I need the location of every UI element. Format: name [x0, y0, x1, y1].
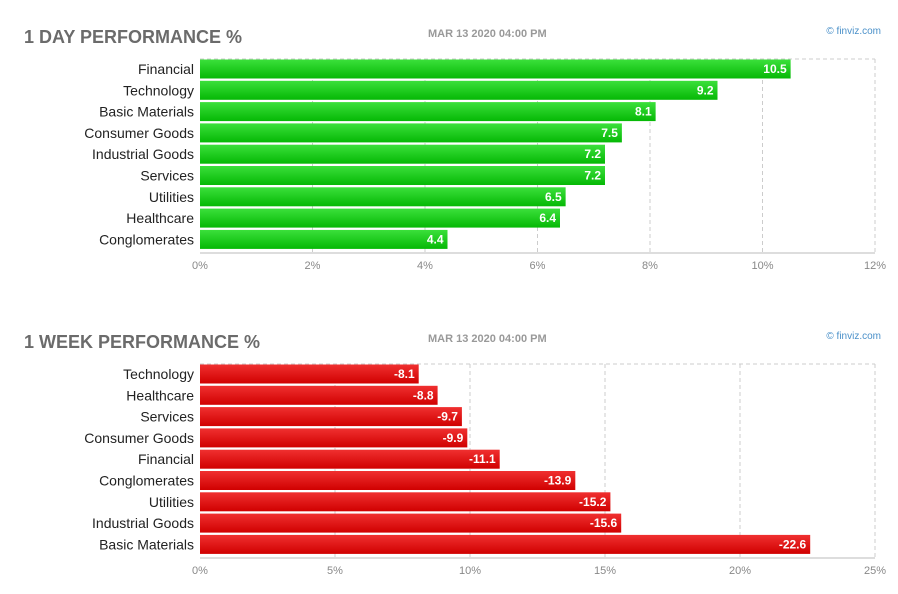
copyright-icon: © finviz.com [826, 331, 881, 342]
x-tick-label: 4% [417, 260, 433, 272]
bar-financial[interactable] [200, 59, 791, 79]
week-chart-title: 1 WEEK PERFORMANCE % [24, 332, 261, 352]
category-label: Technology [123, 82, 194, 98]
x-tick-label: 10% [459, 565, 481, 577]
value-label: -15.6 [590, 516, 618, 530]
bar-utilities[interactable] [200, 187, 566, 207]
category-label: Consumer Goods [84, 125, 194, 141]
day-chart-timestamp: MAR 13 2020 04:00 PM [428, 28, 547, 40]
category-label: Industrial Goods [92, 146, 194, 162]
value-label: -9.7 [437, 410, 458, 424]
x-tick-label: 10% [751, 260, 773, 272]
bar-industrial-goods[interactable] [200, 144, 605, 164]
category-label: Consumer Goods [84, 430, 194, 446]
x-tick-label: 8% [642, 260, 658, 272]
bar-industrial-goods[interactable] [200, 513, 622, 533]
value-label: 6.5 [545, 190, 562, 204]
value-label: -9.9 [443, 431, 464, 445]
bar-consumer-goods[interactable] [200, 123, 622, 143]
value-label: 8.1 [635, 105, 652, 119]
value-label: 4.4 [427, 232, 444, 246]
x-tick-label: 25% [864, 565, 886, 577]
bar-technology[interactable] [200, 364, 419, 384]
bar-financial[interactable] [200, 449, 500, 469]
category-label: Industrial Goods [92, 515, 194, 531]
bar-healthcare[interactable] [200, 208, 560, 228]
category-label: Basic Materials [99, 104, 194, 120]
category-label: Healthcare [126, 210, 194, 226]
x-tick-label: 2% [305, 260, 321, 272]
value-label: 9.2 [697, 83, 714, 97]
value-label: 7.2 [584, 169, 601, 183]
bar-services[interactable] [200, 407, 462, 427]
bar-basic-materials[interactable] [200, 534, 811, 554]
bar-basic-materials[interactable] [200, 102, 656, 122]
bar-utilities[interactable] [200, 492, 611, 512]
bar-healthcare[interactable] [200, 385, 438, 405]
x-tick-label: 0% [192, 565, 208, 577]
category-label: Conglomerates [99, 231, 194, 247]
category-label: Technology [123, 366, 194, 382]
x-tick-label: 20% [729, 565, 751, 577]
value-label: -22.6 [779, 537, 807, 551]
week-chart-timestamp: MAR 13 2020 04:00 PM [428, 333, 547, 345]
x-tick-label: 6% [530, 260, 546, 272]
bar-conglomerates[interactable] [200, 229, 448, 249]
category-label: Utilities [149, 494, 194, 510]
value-label: -11.1 [469, 452, 496, 466]
x-tick-label: 0% [192, 260, 208, 272]
value-label: 10.5 [763, 62, 787, 76]
bar-services[interactable] [200, 166, 605, 185]
category-label: Services [140, 168, 194, 184]
value-label: 6.4 [539, 211, 556, 225]
day-chart-title: 1 DAY PERFORMANCE % [24, 27, 243, 47]
category-label: Utilities [149, 189, 194, 205]
value-label: -15.2 [579, 495, 607, 509]
bar-consumer-goods[interactable] [200, 428, 468, 448]
category-label: Healthcare [126, 387, 194, 403]
value-label: -13.9 [544, 474, 572, 488]
day-chart-credit[interactable]: © finviz.com [826, 26, 881, 37]
bar-technology[interactable] [200, 80, 718, 100]
category-label: Financial [138, 451, 194, 467]
copyright-icon: © finviz.com [826, 26, 881, 37]
x-tick-label: 15% [594, 565, 616, 577]
week-chart-credit[interactable]: © finviz.com [826, 331, 881, 342]
value-label: 7.2 [584, 147, 601, 161]
value-label: 7.5 [601, 126, 618, 140]
value-label: -8.8 [413, 388, 434, 402]
x-tick-label: 12% [864, 260, 886, 272]
x-tick-label: 5% [327, 565, 343, 577]
day-performance-chart: 0% 2% 4% 6% 8% 10% 12% Financial 10.5 Technology 9… [84, 58, 886, 272]
category-label: Financial [138, 61, 194, 77]
category-label: Conglomerates [99, 473, 194, 489]
value-label: -8.1 [394, 367, 415, 381]
category-label: Basic Materials [99, 536, 194, 552]
category-label: Services [140, 409, 194, 425]
bar-conglomerates[interactable] [200, 471, 576, 490]
